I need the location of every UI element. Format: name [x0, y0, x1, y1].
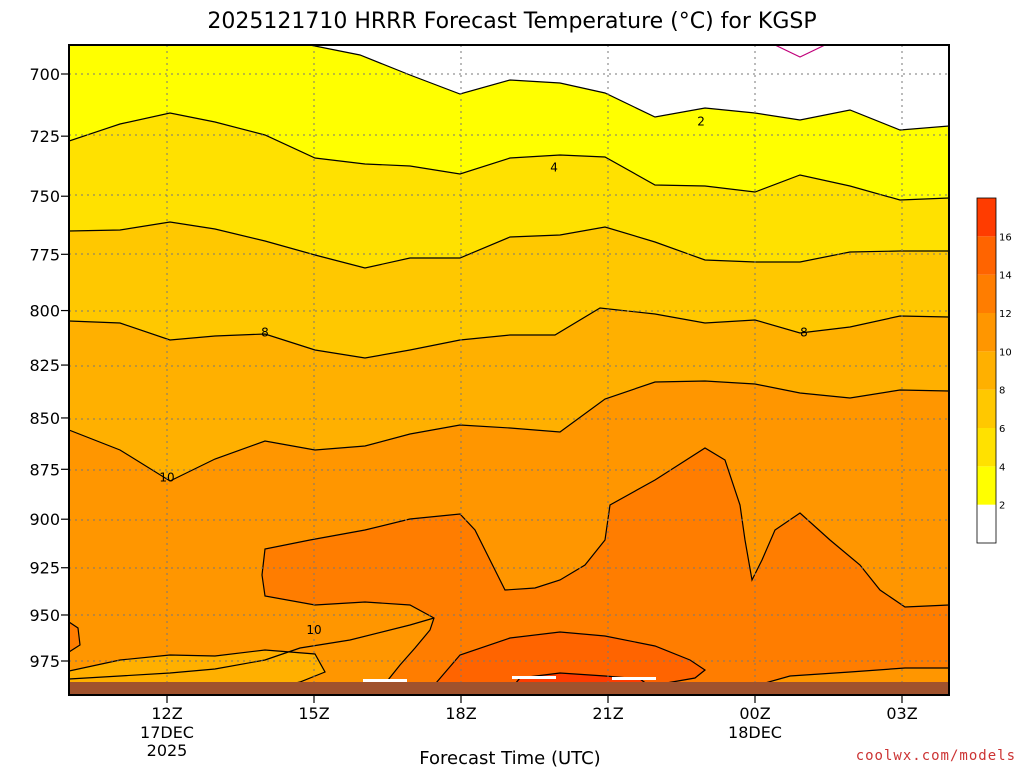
colorbar-label: 14: [999, 271, 1012, 282]
band-lower-10-12: [69, 618, 434, 690]
contour-line-8-lower: [69, 649, 326, 691]
x-tick-year: 2025: [147, 741, 188, 760]
colorbar-swatch: [977, 274, 996, 313]
x-tick-label: 12Z: [151, 704, 182, 723]
contour-label: 2: [697, 114, 705, 128]
y-tick-label: 925: [29, 559, 60, 578]
y-axis: 700 725 750 775 800 825 850 875 900 925 950 975: [29, 65, 69, 671]
colorbar-label: 2: [999, 501, 1005, 512]
contour-label: 10: [159, 470, 174, 484]
colorbar-swatch: [977, 313, 996, 352]
contour-line-16: [509, 672, 656, 691]
colorbar: 2 4 6 8 10 12 14 16: [976, 197, 1012, 544]
colorbar-swatch: [977, 389, 996, 428]
contour-field: 2 4 8 8 10 10: [69, 45, 949, 695]
colorbar-label: 10: [999, 347, 1012, 358]
colorbar-label: 16: [999, 232, 1012, 243]
contour-label: 4: [550, 161, 558, 175]
contour-label: 8: [261, 326, 269, 340]
band-4-6: [69, 113, 949, 268]
contour-label: 10: [306, 623, 321, 637]
contour-line-10-lower: [69, 617, 435, 680]
y-tick-label: 875: [29, 460, 60, 479]
colorbar-label: 8: [999, 386, 1005, 397]
band-white-0-2: [310, 45, 949, 130]
chart-title: 2025121710 HRRR Forecast Temperature (°C…: [207, 9, 816, 34]
band-8-10: [69, 308, 949, 481]
contour-line-12: [261, 447, 949, 691]
contour-lines: [69, 45, 949, 691]
y-tick-label: 850: [29, 409, 60, 428]
contour-label: 8: [800, 326, 808, 340]
contour-line-4: [69, 112, 949, 201]
plot-frame: [68, 44, 950, 696]
colorbar-label: 4: [999, 462, 1005, 473]
y-tick-label: 900: [29, 510, 60, 529]
colorbar-swatch: [977, 504, 996, 543]
y-tick-label: 975: [29, 652, 60, 671]
y-tick-label: 750: [29, 187, 60, 206]
contour-line-2: [309, 45, 949, 131]
x-tick-date: 18DEC: [728, 723, 782, 742]
contour-line-14: [429, 631, 707, 691]
colorbar-swatch: [977, 198, 996, 237]
colorbar-swatch: [977, 351, 996, 390]
x-tick-label: 18Z: [445, 704, 476, 723]
credit-text: coolwx.com/models: [856, 748, 1016, 764]
contour-line-8: [69, 307, 949, 359]
y-tick-label: 825: [29, 356, 60, 375]
x-tick-label: 00Z: [739, 704, 770, 723]
contour-line-0: [774, 45, 826, 58]
colorbar-swatch: [977, 236, 996, 275]
colorbar-swatch: [977, 428, 996, 467]
colorbar-swatch: [977, 466, 996, 505]
y-tick-label: 950: [29, 606, 60, 625]
x-tick-label: 21Z: [592, 704, 623, 723]
band-12-14-blob: [69, 448, 949, 690]
surface-artifacts: [363, 676, 656, 682]
contour-line-6: [69, 221, 949, 269]
band-2-4: [69, 45, 949, 200]
grid: [69, 45, 949, 695]
x-tick-date: 17DEC: [140, 723, 194, 742]
x-tick-label: 03Z: [886, 704, 917, 723]
y-tick-label: 700: [29, 65, 60, 84]
colorbar-label: 12: [999, 309, 1012, 320]
band-6-8: [69, 222, 949, 358]
x-axis-label: Forecast Time (UTC): [419, 748, 600, 768]
ground-band: [69, 682, 949, 695]
band-left-edge: [69, 622, 80, 652]
x-tick-label: 15Z: [298, 704, 329, 723]
contour-line-left-edge: [69, 621, 81, 653]
y-tick-label: 725: [29, 127, 60, 146]
contour-label-layer: 2 4 8 8 10 10: [159, 114, 808, 637]
contour-line-lower-right: [739, 667, 949, 691]
y-tick-label: 775: [29, 245, 60, 264]
y-tick-label: 800: [29, 302, 60, 321]
contour-line-10-upper: [69, 380, 949, 482]
colorbar-label: 6: [999, 424, 1005, 435]
colorbar-frame: [976, 197, 997, 544]
